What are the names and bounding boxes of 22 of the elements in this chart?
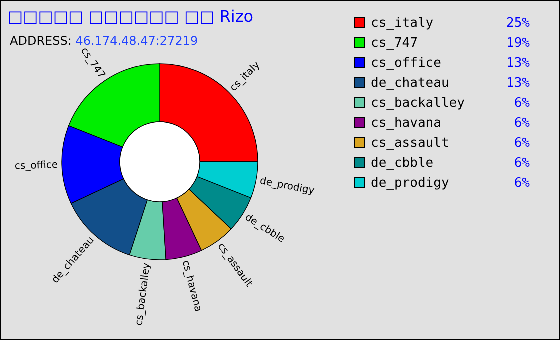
- slice-label: cs_office: [14, 160, 58, 172]
- legend-label: de_prodigy: [371, 176, 450, 191]
- data-label: 13%: [506, 76, 530, 91]
- legend-label: cs_747: [371, 36, 418, 51]
- data-label: 6%: [514, 96, 530, 111]
- data-label: 25%: [506, 16, 530, 31]
- legend-label: cs_havana: [371, 116, 442, 131]
- data-label: 6%: [514, 156, 530, 171]
- legend-label: cs_backalley: [371, 96, 466, 111]
- data-label: 6%: [514, 116, 530, 131]
- data-label: 6%: [514, 176, 530, 191]
- chart-title: □□□□□ □□□□□□ □□ Rizo: [8, 7, 254, 26]
- data-label: 19%: [506, 36, 530, 51]
- legend-label: cs_assault: [371, 136, 450, 151]
- legend-label: cs_office: [371, 56, 442, 71]
- slice-label: cs_backalley: [134, 262, 153, 326]
- text: ADDRESS: 46.174.48.47:27219: [10, 34, 198, 48]
- data-label: 6%: [514, 136, 530, 151]
- legend-label: de_cbble: [371, 156, 434, 171]
- legend-label: de_chateau: [371, 76, 450, 91]
- legend-label: cs_italy: [371, 16, 434, 31]
- data-label: 13%: [506, 56, 530, 71]
